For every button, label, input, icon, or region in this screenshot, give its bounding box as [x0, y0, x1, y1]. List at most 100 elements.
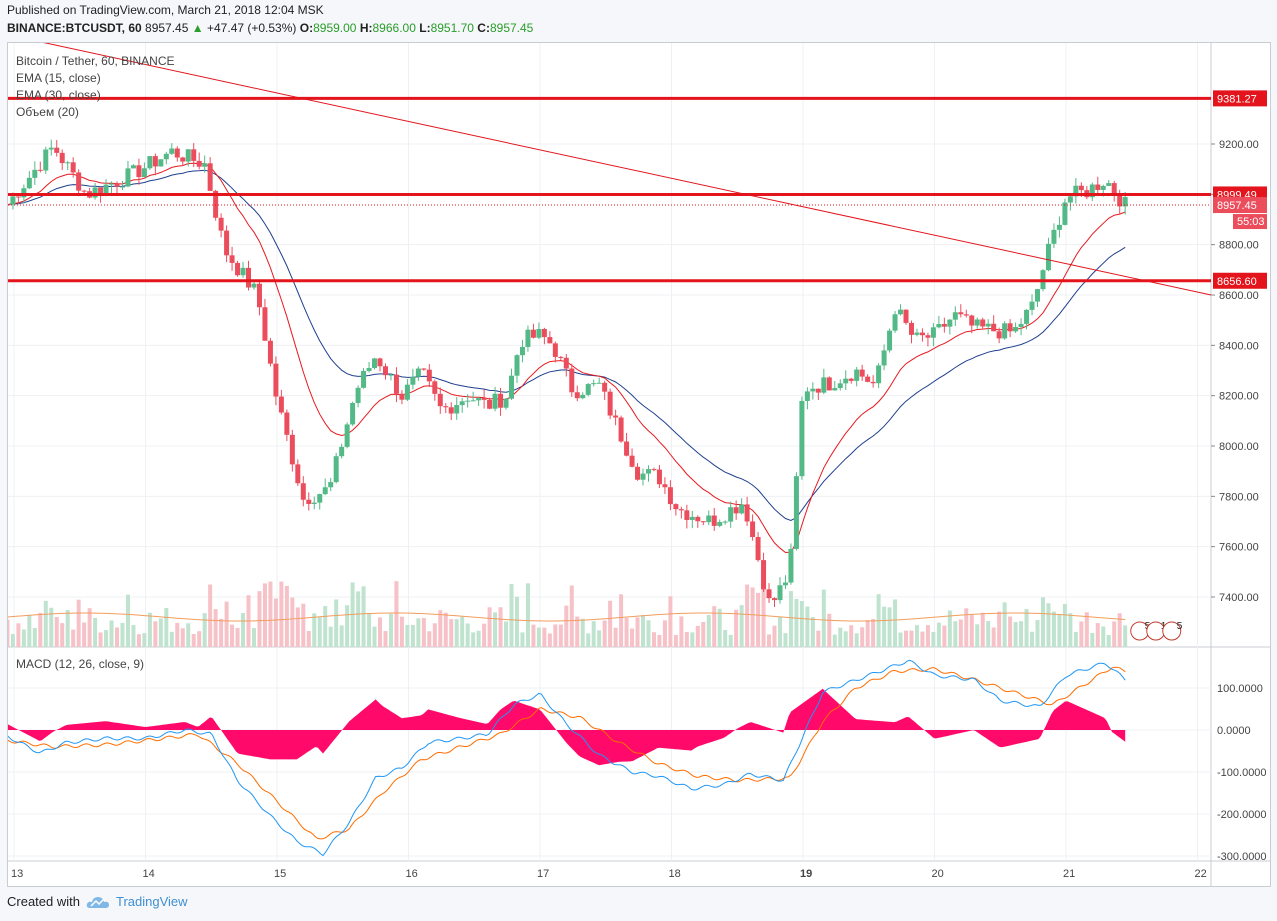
volume-bar [575, 616, 580, 647]
macd-histogram [8, 688, 1126, 766]
volume-bar [186, 623, 191, 647]
candle-body [119, 186, 125, 188]
candle-body [322, 487, 328, 495]
candle-body [739, 504, 745, 514]
footer-created: Created with [7, 894, 80, 909]
volume-bar [569, 585, 574, 647]
time-tick-label: 19 [800, 868, 812, 880]
candle-body [695, 516, 701, 522]
candle-body [487, 399, 493, 409]
volume-bar [295, 607, 300, 647]
candle-body [432, 381, 438, 394]
event-count: 5 [1177, 621, 1183, 632]
price-tick-label: 8000.00 [1219, 441, 1259, 453]
candle-body [750, 521, 756, 537]
candle-body [476, 397, 482, 401]
candle-body [525, 329, 531, 347]
candle-body [169, 148, 175, 154]
candle-body [870, 381, 876, 384]
volume-bar [1013, 622, 1018, 647]
candle-body [585, 384, 591, 395]
candle-body [70, 162, 76, 173]
volume-bar [991, 627, 996, 647]
candle-body [163, 153, 169, 160]
candle-body [744, 504, 750, 522]
candle-body [618, 417, 624, 442]
volume-bar [657, 634, 662, 647]
volume-bar [690, 632, 695, 647]
volume-bar [613, 627, 618, 647]
volume-bar [378, 617, 383, 647]
candle-body [662, 484, 668, 488]
open-label: O: [299, 21, 314, 35]
candle-body [393, 374, 399, 394]
candle-body [881, 350, 887, 366]
volume-bar [399, 616, 404, 647]
volume-bar [49, 607, 54, 647]
candle-body [350, 402, 356, 425]
volume-bar [416, 618, 421, 647]
candle-body [772, 598, 778, 601]
candle-body [991, 323, 997, 332]
candle-body [295, 464, 301, 484]
candle-body [54, 147, 60, 153]
candle-body [372, 358, 378, 369]
candle-body [613, 415, 619, 418]
volume-bar [553, 624, 558, 647]
legend-volume: Объем (20) [16, 105, 79, 119]
volume-bar [624, 617, 629, 647]
candle-body [196, 160, 202, 167]
volume-bar [953, 621, 958, 647]
candle-body [799, 400, 805, 477]
candle-body [733, 507, 739, 514]
chart-frame[interactable]: 9200.009000.008800.008600.008400.008200.… [7, 42, 1271, 887]
last-price-label: 8957.45 [1217, 200, 1257, 212]
volume-bar [405, 624, 410, 647]
candle-body [98, 187, 104, 195]
candle-body [103, 184, 109, 195]
countdown-box [1233, 214, 1267, 230]
volume-bar [493, 612, 498, 647]
candle-body [1007, 323, 1013, 332]
candle-body [415, 368, 421, 377]
candle-body [37, 169, 43, 171]
close-value: 8957.45 [489, 21, 534, 35]
price-tick-label: 7800.00 [1219, 491, 1259, 503]
candle-body [530, 329, 536, 338]
candle-body [377, 358, 383, 367]
macd-tick-label: 0.0000 [1217, 725, 1251, 737]
volume-bar [169, 631, 174, 647]
candle-body [1111, 183, 1117, 195]
volume-bar [1030, 631, 1035, 647]
chart-canvas[interactable]: 9200.009000.008800.008600.008400.008200.… [8, 43, 1270, 886]
candle-body [355, 387, 361, 403]
volume-bar [230, 624, 235, 647]
level-label: 8656.60 [1217, 276, 1257, 288]
volume-bar [367, 613, 372, 647]
candle-body [711, 515, 717, 526]
level-label-box [1213, 90, 1267, 107]
candle-body [514, 355, 520, 376]
volume-bar [1073, 631, 1078, 647]
volume-bar [120, 622, 125, 647]
volume-bar [1024, 609, 1029, 647]
candle-body [651, 469, 657, 471]
candle-body [980, 319, 986, 327]
volume-bar [651, 632, 656, 647]
macd-signal-line [8, 666, 1126, 840]
low-label: L: [419, 21, 431, 35]
candle-body [1024, 309, 1030, 324]
volume-bar [975, 624, 980, 647]
volume-bar [958, 619, 963, 647]
candle-body [629, 455, 635, 467]
candle-body [689, 516, 695, 520]
candle-body [569, 368, 575, 393]
volume-bar [180, 628, 185, 647]
candle-body [541, 328, 547, 338]
tradingview-link[interactable]: TradingView [86, 894, 188, 909]
candle-body [580, 394, 586, 399]
candle-body [700, 521, 706, 523]
volume-bar [241, 613, 246, 647]
time-tick-label: 14 [143, 868, 155, 880]
candle-body [366, 368, 372, 371]
